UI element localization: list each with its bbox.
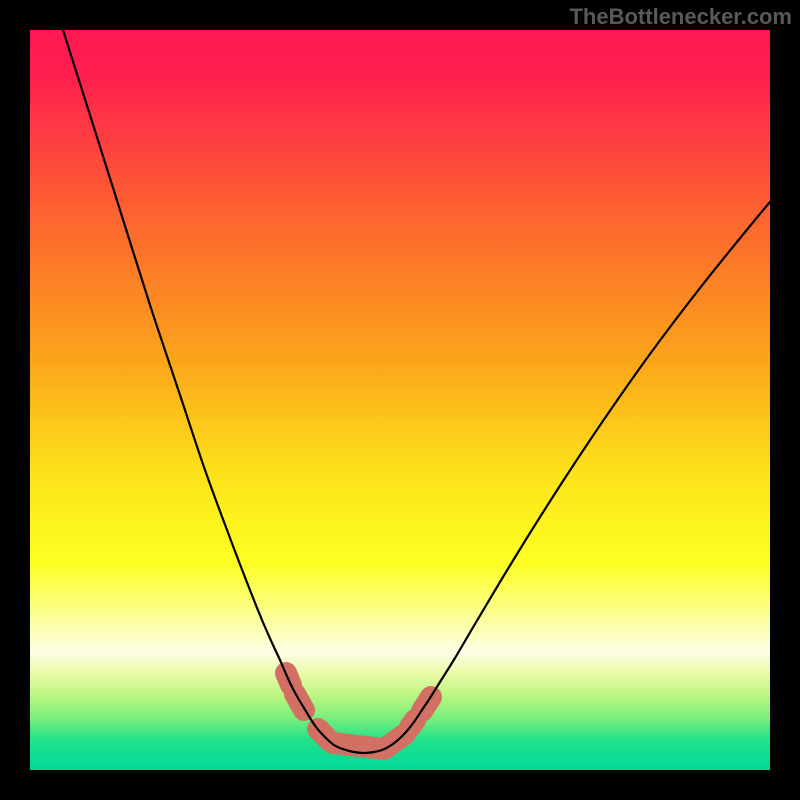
gradient-background xyxy=(30,30,770,770)
chart-frame: TheBottlenecker.com xyxy=(0,0,800,800)
plot-area xyxy=(30,30,770,770)
watermark-text: TheBottlenecker.com xyxy=(569,4,792,30)
bottleneck-curve-chart xyxy=(30,30,770,770)
